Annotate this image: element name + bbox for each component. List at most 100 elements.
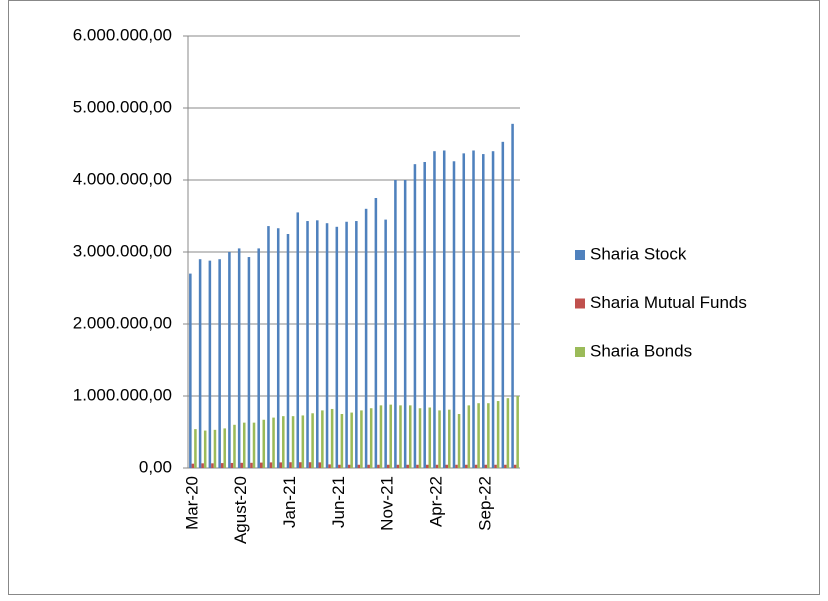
y-tick-label: 4.000.000,00 xyxy=(73,169,172,188)
bar xyxy=(350,412,353,468)
legend-label: Sharia Mutual Funds xyxy=(590,293,747,312)
bar xyxy=(386,464,390,468)
bar xyxy=(347,464,351,468)
x-tick-label: Mar-20 xyxy=(182,476,201,530)
bar xyxy=(467,405,471,468)
bar xyxy=(279,462,283,468)
bar xyxy=(416,464,419,468)
bar xyxy=(191,463,195,468)
x-tick-label: Sep-22 xyxy=(475,476,494,531)
bar xyxy=(433,151,436,468)
bar xyxy=(308,462,312,468)
bar xyxy=(484,464,488,468)
bar xyxy=(355,221,358,468)
bar xyxy=(306,221,309,468)
bar xyxy=(223,428,226,468)
bar xyxy=(325,223,329,468)
bar xyxy=(330,408,334,468)
bar xyxy=(321,410,324,468)
bar xyxy=(220,463,224,468)
x-tick-label: Agust-20 xyxy=(231,476,250,544)
bar xyxy=(511,123,514,468)
bar xyxy=(374,198,378,468)
legend-swatch xyxy=(575,298,585,309)
bar xyxy=(360,410,363,468)
legend-swatch xyxy=(575,250,585,260)
x-tick-label: Nov-21 xyxy=(378,476,397,531)
bar xyxy=(408,405,412,468)
y-tick-label: 3.000.000,00 xyxy=(73,241,172,260)
bar xyxy=(276,228,280,468)
bar xyxy=(413,164,417,468)
bar xyxy=(291,416,295,468)
bar xyxy=(233,424,236,468)
bar xyxy=(252,422,256,468)
bar xyxy=(482,154,485,468)
bar xyxy=(338,464,341,468)
bar xyxy=(438,410,441,468)
bar xyxy=(282,416,285,468)
bar xyxy=(318,462,322,468)
x-tick-label: Jan-21 xyxy=(280,476,299,528)
bar xyxy=(452,161,456,468)
bar xyxy=(418,408,422,468)
bar xyxy=(494,464,497,468)
bar xyxy=(194,429,197,468)
bar xyxy=(428,407,432,468)
bar xyxy=(335,226,339,468)
bar xyxy=(369,408,373,468)
bar xyxy=(406,464,409,468)
bar xyxy=(516,396,519,468)
bar xyxy=(403,180,407,468)
bar xyxy=(208,260,212,468)
bar xyxy=(472,150,475,469)
bar xyxy=(247,257,251,468)
y-tick-label: 5.000.000,00 xyxy=(73,97,172,116)
bar xyxy=(203,430,207,468)
bar xyxy=(455,464,458,468)
bar xyxy=(213,429,217,468)
bar xyxy=(435,464,439,468)
bar xyxy=(237,248,241,468)
legend-swatch xyxy=(575,347,585,357)
bar xyxy=(311,413,314,468)
bar xyxy=(462,153,466,469)
bar xyxy=(423,162,426,468)
legend-label: Sharia Stock xyxy=(590,244,687,263)
bar xyxy=(384,219,387,468)
bar xyxy=(425,464,429,468)
bar xyxy=(377,464,380,468)
bar xyxy=(201,463,204,468)
bar xyxy=(189,273,192,468)
bar xyxy=(230,462,234,468)
legend-label: Sharia Bonds xyxy=(590,341,692,360)
bar xyxy=(267,226,270,468)
bar xyxy=(328,464,331,468)
bar xyxy=(257,248,260,468)
bar xyxy=(487,403,490,468)
bar xyxy=(389,404,392,468)
bar xyxy=(496,401,500,468)
bar xyxy=(357,464,361,468)
bar xyxy=(465,464,468,468)
bar xyxy=(399,405,402,468)
bar xyxy=(259,462,263,468)
bar xyxy=(228,252,231,468)
bar xyxy=(316,220,319,468)
y-tick-label: 0,00 xyxy=(139,457,172,476)
y-tick-label: 2.000.000,00 xyxy=(73,313,172,332)
bar xyxy=(242,422,246,468)
bar xyxy=(504,464,507,468)
bar xyxy=(301,415,305,468)
bar xyxy=(448,409,451,468)
x-tick-label: Apr-22 xyxy=(426,476,445,527)
bar xyxy=(513,464,517,468)
bar xyxy=(442,150,446,469)
bar xyxy=(364,208,368,469)
bar xyxy=(269,462,273,468)
bar xyxy=(218,259,221,468)
bar xyxy=(198,259,202,468)
bar xyxy=(289,462,292,468)
bar xyxy=(379,405,383,468)
